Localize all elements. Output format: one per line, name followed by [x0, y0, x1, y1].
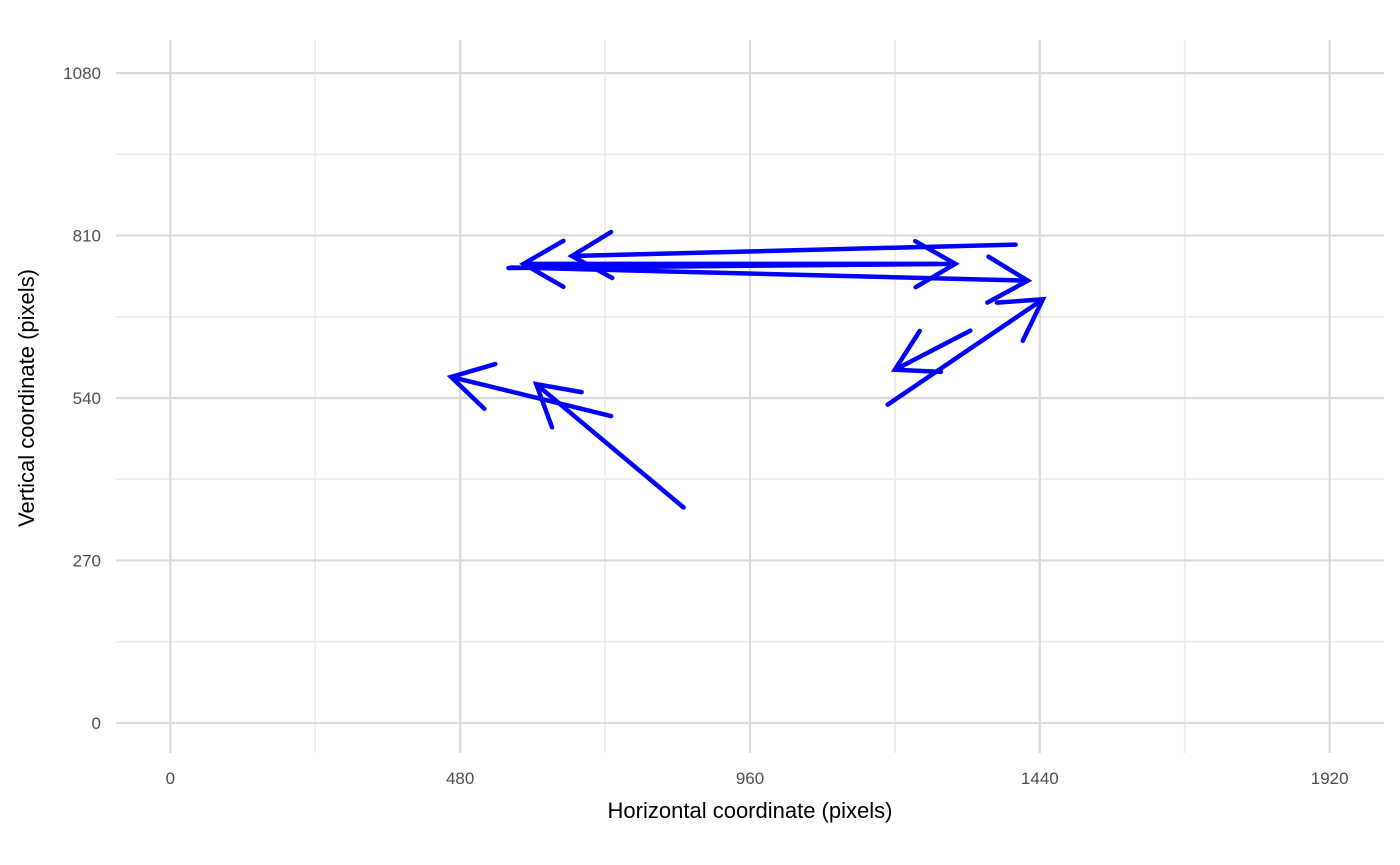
arrow-head	[532, 381, 584, 430]
y-axis-title: Vertical coordinate (pixels)	[14, 269, 39, 527]
y-tick-label: 810	[73, 227, 101, 246]
arrow-shaft	[448, 374, 614, 419]
arrow	[519, 238, 940, 290]
arrow	[885, 296, 1047, 407]
x-axis-title: Horizontal coordinate (pixels)	[608, 798, 893, 823]
arrow-shaft	[509, 265, 1031, 283]
arrow	[509, 254, 1033, 305]
arrow-shaft	[892, 328, 973, 372]
arrow-head	[519, 238, 566, 290]
arrow-head	[985, 254, 1033, 305]
arrow	[890, 328, 973, 375]
arrow-head	[446, 361, 498, 411]
arrow-shaft	[885, 297, 1046, 407]
x-tick-labels: 0 480 960 1440 1920	[166, 769, 1349, 788]
x-tick-label: 960	[736, 769, 764, 788]
x-tick-label: 1440	[1021, 769, 1059, 788]
arrow-shaft	[569, 242, 1018, 259]
arrow	[446, 361, 614, 419]
x-tick-label: 1920	[1311, 769, 1349, 788]
arrow-head	[994, 296, 1047, 343]
y-tick-label: 270	[73, 551, 101, 570]
arrow-head	[890, 328, 944, 375]
major-gridlines	[116, 40, 1384, 753]
y-tick-label: 1080	[63, 64, 101, 83]
arrow-series	[446, 229, 1047, 510]
y-tick-label: 540	[73, 389, 101, 408]
x-tick-label: 480	[446, 769, 474, 788]
y-tick-labels: 0 270 540 810 1080	[63, 64, 101, 733]
y-tick-label: 0	[92, 714, 101, 733]
x-tick-label: 0	[166, 769, 175, 788]
